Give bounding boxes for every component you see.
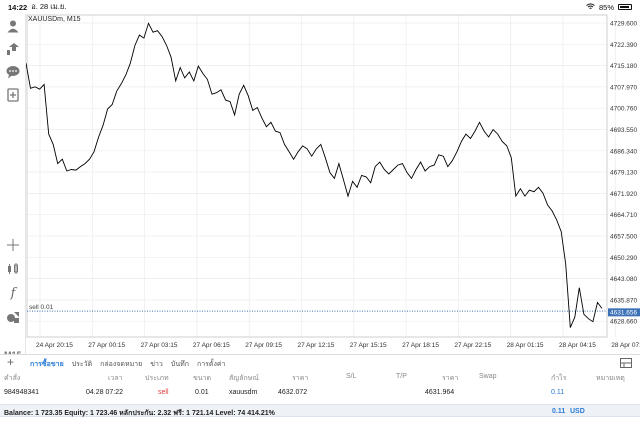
x-tick-label: 27 Apr 00:15 [88,342,125,349]
x-tick-label: 28 Apr 01:15 [507,342,544,349]
chat-icon[interactable] [5,64,21,80]
chart-svg[interactable]: 4729.600 4722.390 4715.180 4707.970 4700.760… [25,14,640,354]
row-symbol: xauusdm [229,389,258,396]
battery-percent: 85% [598,2,614,12]
y-tick-label: 4671.920 [610,191,637,198]
price-series-line [25,22,603,328]
y-tick-label: 4657.500 [610,234,637,241]
status-right: 85% [586,3,632,12]
price-chart[interactable]: 4729.600 4722.390 4715.180 4707.970 4700.760… [25,14,640,354]
current-price-tag: 4631.656 [608,308,640,317]
header-symbol: สัญลักษณ์ [229,375,259,382]
tab-news[interactable]: ข่าว [150,361,163,368]
y-tick-label: 4715.180 [610,63,637,70]
row-time: 04.28 07:22 [86,389,123,396]
y-tick-label: 4643.080 [610,276,637,283]
x-tick-label: 27 Apr 03:15 [141,342,178,349]
header-price: ราคา [292,375,309,382]
y-tick-label: 4635.870 [610,297,637,304]
x-tick-label: 27 Apr 18:15 [402,342,439,349]
row-price: 4632.072 [278,389,308,396]
header-swap: Swap [479,373,497,380]
status-bar: 14:22 อ. 28 เม.ย. 85% [0,0,640,14]
balance-summary: Balance: 1 723.35 Equity: 1 723.46 หลักป… [4,410,275,417]
tab-trade[interactable]: การซื้อขาย [30,361,64,368]
row-profit: 0.11 [551,389,565,396]
total-profit: 0.11 [552,408,566,415]
indicators-icon[interactable] [5,261,21,277]
y-tick-label: 4628.660 [610,319,637,326]
header-type: ประเภท [145,375,169,382]
header-time: เวลา [108,375,123,382]
current-price-tag-text: 4631.656 [610,310,637,317]
x-tick-label: 28 Apr 07:15 [611,342,640,349]
chart-grid [27,15,616,337]
table-row[interactable]: 984948341 04.28 07:22 sell 0.01 xauusdm … [0,389,640,401]
header-ticket: คำสั่ง [4,375,21,382]
y-tick-label: 4664.710 [610,212,637,219]
new-order-icon[interactable] [5,87,21,103]
y-tick-label: 4693.550 [610,127,637,134]
account-balance-bar: Balance: 1 723.35 Equity: 1 723.46 หลักป… [0,404,640,417]
row-ticket: 984948341 [4,389,40,396]
chart-symbol-label: XAUUSDm, M15 [28,16,81,23]
plot-border [26,14,608,338]
wifi-icon [586,2,595,12]
y-tick-label: 4679.130 [610,170,637,177]
x-tick-label: 27 Apr 22:15 [454,342,491,349]
tab-settings[interactable]: การตั้งค่า [196,361,226,368]
y-tick-label: 4722.390 [610,42,637,49]
x-tick-label: 27 Apr 12:15 [298,342,335,349]
layout-toggle-icon[interactable] [620,358,632,368]
row-volume: 0.01 [195,389,209,396]
row-current-price: 4631.964 [425,389,455,396]
tab-mailbox[interactable]: กล่องจดหมาย [100,361,143,368]
tab-journal[interactable]: บันทึก [170,361,189,368]
bottom-toolbar: + การซื้อขาย ประวัติ กล่องจดหมาย ข่าว บั… [0,354,640,370]
positions-table-header: คำสั่ง เวลา ประเภท ขนาด สัญลักษณ์ ราคา S… [0,373,640,385]
header-profit: กำไร [551,375,567,382]
objects-icon[interactable] [5,309,21,325]
x-tick-label: 27 Apr 06:15 [193,342,230,349]
balance-currency: USD [570,408,585,415]
x-tick-label: 28 Apr 04:15 [559,342,596,349]
left-toolbar: f M15 [0,14,26,360]
terminal-tabs: การซื้อขาย ประวัติ กล่องจดหมาย ข่าว บันท… [30,359,225,370]
y-axis: 4729.600 4722.390 4715.180 4707.970 4700.760… [610,21,637,326]
status-time: 14:22 [8,2,28,12]
y-tick-label: 4650.290 [610,255,637,262]
y-tick-label: 4707.970 [610,84,637,91]
row-type: sell [158,389,169,396]
y-tick-label: 4700.760 [610,106,637,113]
trade-arrows-icon[interactable] [5,41,21,57]
y-tick-label: 4729.600 [610,21,637,28]
battery-icon [618,4,632,10]
header-volume: ขนาด [193,375,212,382]
account-icon[interactable] [5,18,21,34]
crosshair-icon[interactable] [5,237,21,253]
x-tick-label: 27 Apr 15:15 [350,342,387,349]
tab-history[interactable]: ประวัติ [71,361,93,368]
header-sl: S/L [346,373,357,380]
x-axis: 24 Apr 20:15 27 Apr 00:15 27 Apr 03:15 27 A… [36,342,640,349]
function-icon[interactable]: f [10,285,16,301]
header-tp: T/P [396,373,407,380]
sell-position-label: sell 0.01 [29,304,54,311]
status-date: อ. 28 เม.ย. [31,2,67,11]
x-tick-label: 27 Apr 09:15 [245,342,282,349]
y-tick-label: 4686.340 [610,148,637,155]
x-tick-label: 24 Apr 20:15 [36,342,73,349]
header-current-price: ราคา [442,375,459,382]
header-comment: หมายเหตุ [596,375,625,382]
add-icon[interactable]: + [7,355,15,369]
